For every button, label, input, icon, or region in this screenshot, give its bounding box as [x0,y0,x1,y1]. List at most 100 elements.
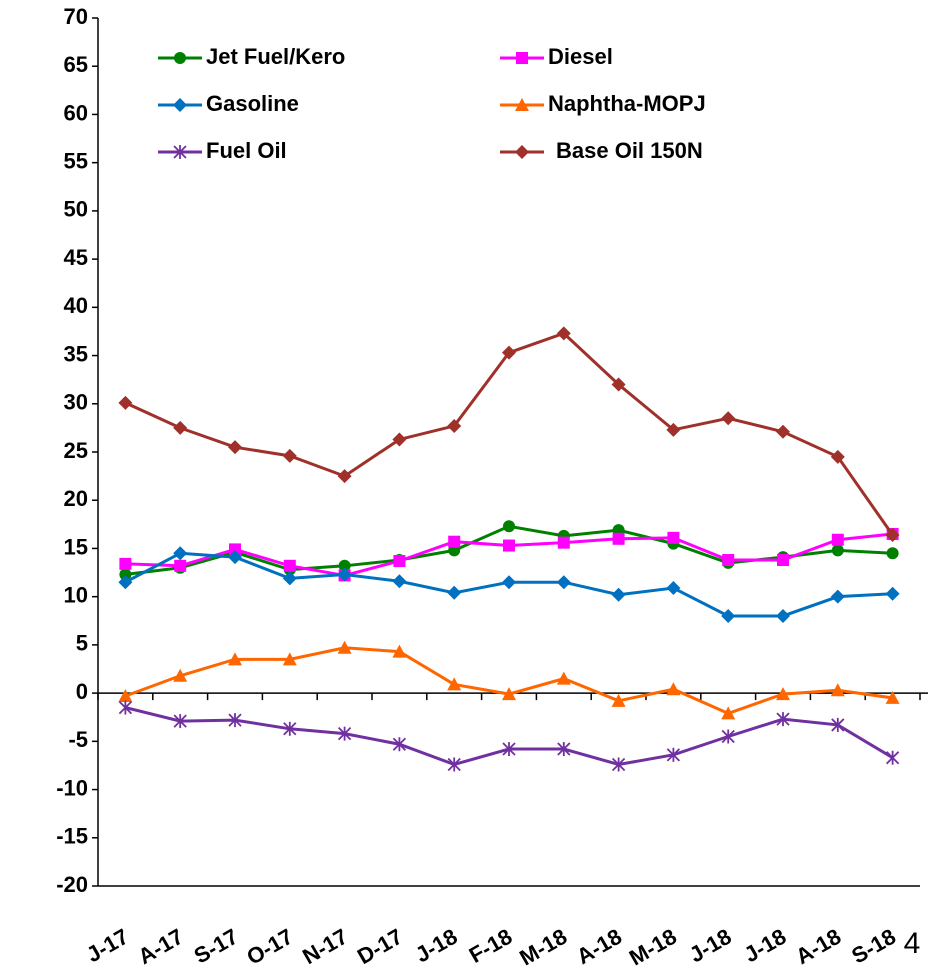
x-tick-label: O-17 [242,924,297,970]
marker [337,567,352,582]
marker [777,554,789,567]
legend-label: Naphtha-MOPJ [548,91,706,116]
marker-shape [721,608,736,623]
marker [612,532,625,545]
marker-shape [447,585,462,600]
marker-shape [831,544,844,557]
marker [721,729,735,744]
marker-shape [502,575,516,590]
marker [503,520,515,533]
y-tick-label: 65 [64,52,88,77]
marker [393,554,406,567]
marker-shape [174,559,187,572]
y-tick-label: 25 [64,438,88,463]
y-tick-label: 30 [64,390,88,415]
marker-shape [556,326,571,341]
marker [174,559,187,572]
marker [556,326,571,341]
y-tick-label: 55 [64,148,88,173]
marker [337,469,352,484]
marker-shape [228,440,242,455]
marker [776,424,790,439]
marker-shape [776,608,790,623]
marker [283,721,297,736]
x-tick-label: A-18 [572,924,626,969]
marker-shape [283,559,296,572]
marker [119,557,132,570]
y-tick-label: 10 [64,582,88,607]
marker [337,726,352,741]
marker [831,533,844,546]
legend-label: Jet Fuel/Kero [206,44,345,69]
marker [831,717,845,732]
marker-shape [502,345,516,360]
marker [830,589,845,604]
marker-shape [447,677,462,691]
marker-shape [119,557,132,570]
legend-label: Base Oil 150N [556,138,703,163]
x-tick-label: D-17 [353,924,407,969]
marker-shape [721,706,736,720]
y-tick-label: 0 [76,679,88,704]
page-number: 4 [904,927,921,960]
y-tick-label: 50 [64,197,88,222]
marker-shape [503,539,515,552]
marker [557,742,571,757]
marker [447,585,462,600]
marker-shape [392,644,407,658]
marker-shape [556,671,571,685]
marker [666,580,681,595]
marker [515,145,529,159]
marker [228,440,242,455]
marker [722,554,735,567]
marker [667,531,680,544]
x-tick-label: F-18 [465,924,517,968]
marker [392,432,407,447]
marker [776,608,790,623]
marker [556,575,571,590]
marker [118,689,133,703]
marker [830,683,845,697]
marker [392,574,407,589]
marker-shape [885,586,900,601]
marker-shape [173,546,188,561]
marker-shape [503,520,515,533]
marker [611,757,626,772]
marker-shape [337,469,352,484]
marker-shape [831,533,844,546]
marker [392,644,407,658]
marker [392,737,407,752]
marker [174,52,186,64]
legend-label: Gasoline [206,91,299,116]
marker [502,687,516,701]
marker-shape [611,693,626,707]
marker [721,706,736,720]
marker [447,757,461,772]
marker [338,559,351,572]
marker [557,536,570,549]
marker [885,586,900,601]
marker-shape [392,432,407,447]
y-tick-label: -10 [56,775,88,800]
marker [118,575,133,590]
marker-shape [776,424,790,439]
x-tick-label: S-18 [847,924,900,969]
marker [516,52,528,64]
marker-shape [830,683,845,697]
marker-shape [119,568,132,581]
marker-shape [611,377,626,392]
marker [282,652,297,666]
marker [447,418,462,433]
marker-shape [228,550,242,565]
x-tick-label: A-18 [791,924,845,969]
marker [448,535,461,548]
marker [831,544,844,557]
marker-shape [515,145,529,159]
marker [666,747,681,762]
marker-shape [173,420,188,435]
marker-shape [118,689,133,703]
marker [337,640,352,654]
marker-shape [666,422,681,437]
marker [611,377,626,392]
